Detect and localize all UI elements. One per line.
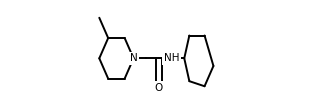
Text: N: N [130,53,138,63]
Text: O: O [155,82,163,93]
Text: NH: NH [164,53,179,63]
